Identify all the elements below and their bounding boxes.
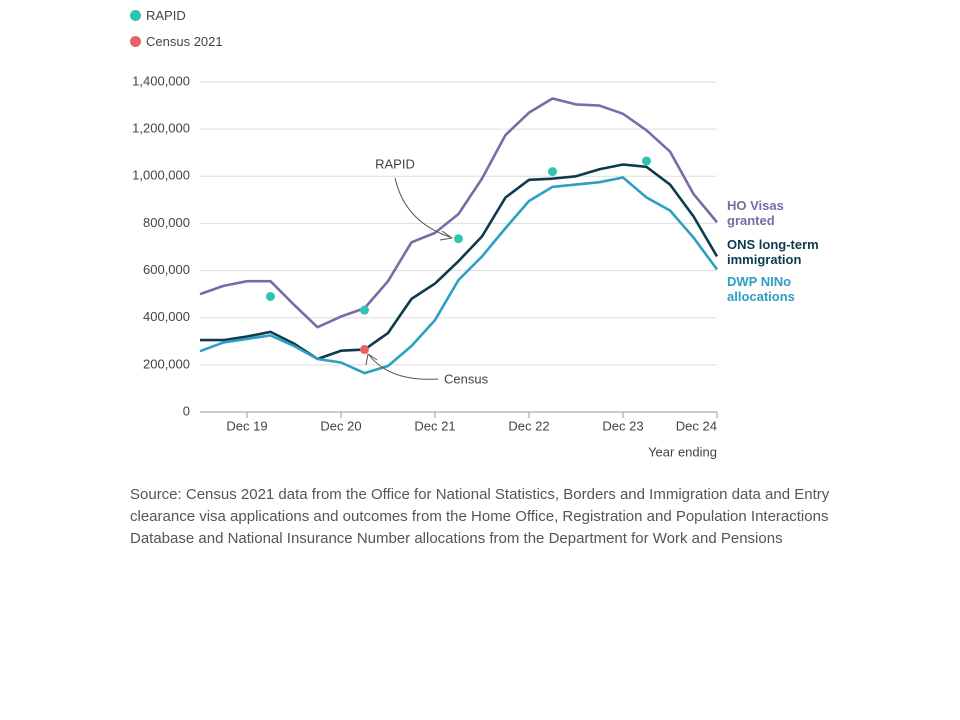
y-tick-label: 0 <box>183 403 190 418</box>
point <box>360 345 369 355</box>
arrow-head <box>439 230 454 241</box>
line <box>199 97 718 329</box>
line-label: HO Visas granted <box>727 198 784 228</box>
point <box>642 156 651 166</box>
point <box>266 292 275 301</box>
line <box>199 176 719 375</box>
line <box>200 163 719 361</box>
legend-swatch <box>130 10 141 21</box>
y-tick-label: 1,400,000 <box>132 73 190 88</box>
x-tick-label: Dec 22 <box>508 418 549 433</box>
legend-label: RAPID <box>146 8 186 23</box>
y-tick-label: 600,000 <box>143 262 190 277</box>
y-tick-label: 1,000,000 <box>132 168 190 183</box>
annotation: Census <box>444 371 489 386</box>
point <box>548 167 557 177</box>
legend-swatch <box>130 36 141 47</box>
x-tick-label: Dec 19 <box>226 418 267 433</box>
legend-item: RAPID <box>130 8 186 23</box>
arrow-head <box>365 353 378 366</box>
line-label: ONS long-term immigration <box>727 237 819 267</box>
y-tick-label: 400,000 <box>143 309 190 324</box>
x-tick-label: Dec 24 <box>676 418 717 433</box>
y-tick-label: 800,000 <box>143 215 190 230</box>
line-label: DWP NINo allocations <box>727 274 795 304</box>
point <box>454 234 463 244</box>
x-tick-label: Dec 23 <box>602 418 643 433</box>
x-axis-label: Year ending <box>648 444 717 459</box>
source: Source: Census 2021 data from the Office… <box>130 486 830 547</box>
y-tick-label: 200,000 <box>143 356 190 371</box>
annotation: RAPID <box>375 156 415 171</box>
annotation-arrow <box>368 354 439 380</box>
x-tick-label: Dec 21 <box>414 418 455 433</box>
x-tick-label: Dec 20 <box>320 418 361 433</box>
point <box>360 305 369 315</box>
annotation-arrow <box>394 177 451 238</box>
y-tick-label: 1,200,000 <box>132 121 190 136</box>
legend-label: Census 2021 <box>146 34 223 49</box>
legend-item: Census 2021 <box>130 34 223 49</box>
